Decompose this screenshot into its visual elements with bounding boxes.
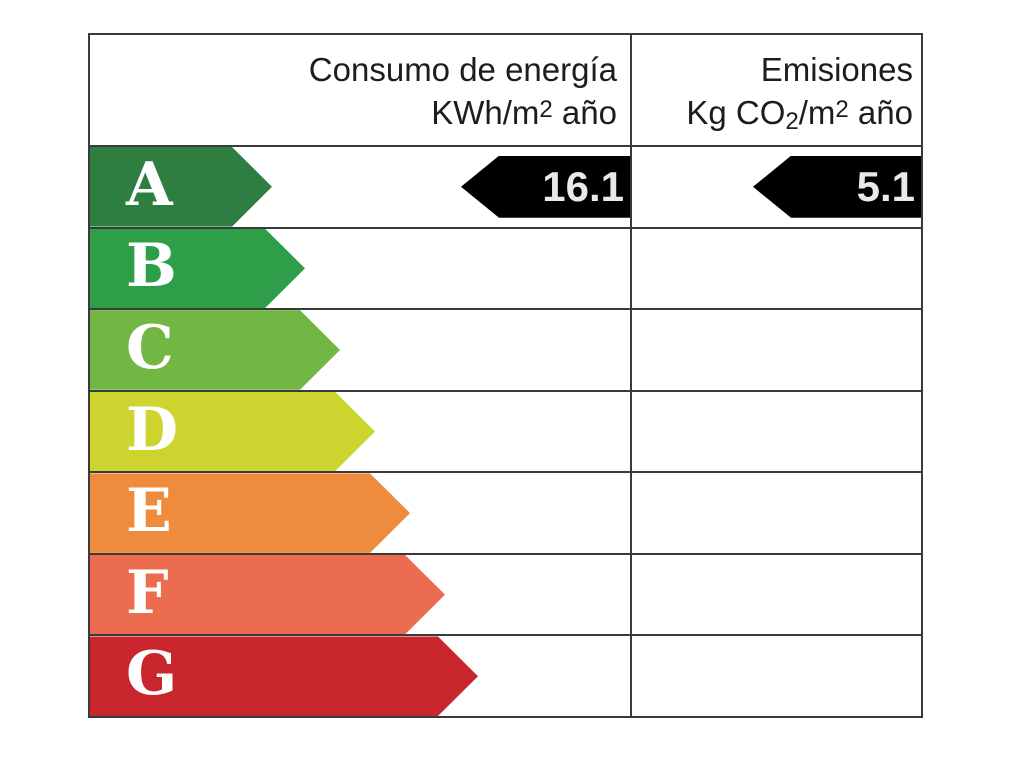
energy-value-arrow: 16.1 — [461, 155, 630, 218]
header-emissions-unit: Kg CO2/m2 año — [686, 94, 913, 135]
rating-bar-g: G — [90, 636, 478, 716]
rating-row-b: B — [90, 226, 921, 309]
rating-bar-f: F — [90, 555, 445, 635]
rating-row-c: C — [90, 308, 921, 390]
rating-letter-c: C — [126, 312, 174, 383]
header-energy-unit: KWh/m2 año — [431, 94, 617, 131]
emissions-cell-f — [632, 555, 921, 635]
header-emissions-column: Emisiones Kg CO2/m2 año — [632, 35, 921, 145]
energy-cell-c: C — [90, 310, 632, 390]
rating-bar-e: E — [90, 473, 410, 553]
rating-row-f: F — [90, 552, 921, 635]
rating-letter-e: E — [126, 476, 172, 547]
emissions-value: 5.1 — [856, 162, 915, 210]
energy-cell-f: F — [90, 554, 632, 635]
energy-cell-g: G — [90, 636, 632, 717]
energy-cell-e: E — [90, 473, 632, 553]
rating-row-d: D — [90, 389, 921, 472]
energy-cell-b: B — [90, 228, 632, 309]
header-energy-title: Consumo de energía — [308, 51, 617, 88]
energy-cell-d: D — [90, 391, 632, 472]
energy-cell-a: A 16.1 — [90, 147, 632, 227]
rating-row-g: G — [90, 634, 921, 717]
emissions-cell-d — [632, 392, 921, 472]
emissions-value-arrow: 5.1 — [753, 155, 921, 218]
emissions-cell-a: 5.1 — [632, 147, 921, 227]
rating-row-a: A 16.1 5.1 — [90, 145, 921, 227]
rating-bar-b: B — [90, 229, 305, 309]
rating-bar-c: C — [90, 310, 340, 390]
rating-bar-a: A — [90, 147, 272, 227]
emissions-cell-b — [632, 229, 921, 309]
emissions-cell-g — [632, 636, 921, 716]
rating-row-e: E — [90, 471, 921, 553]
rating-letter-d: D — [126, 394, 179, 465]
header-emissions-title: Emisiones — [760, 51, 913, 88]
rating-table: Consumo de energía KWh/m2 año Emisiones … — [88, 33, 923, 718]
table-header: Consumo de energía KWh/m2 año Emisiones … — [90, 35, 921, 145]
header-energy-column: Consumo de energía KWh/m2 año — [90, 35, 632, 145]
emissions-cell-e — [632, 473, 921, 553]
emissions-cell-c — [632, 310, 921, 390]
rating-letter-f: F — [126, 557, 169, 628]
rating-letter-b: B — [126, 231, 177, 302]
energy-value: 16.1 — [542, 162, 624, 210]
rating-letter-a: A — [126, 149, 173, 220]
rating-bar-d: D — [90, 392, 375, 472]
rating-letter-g: G — [126, 639, 178, 710]
